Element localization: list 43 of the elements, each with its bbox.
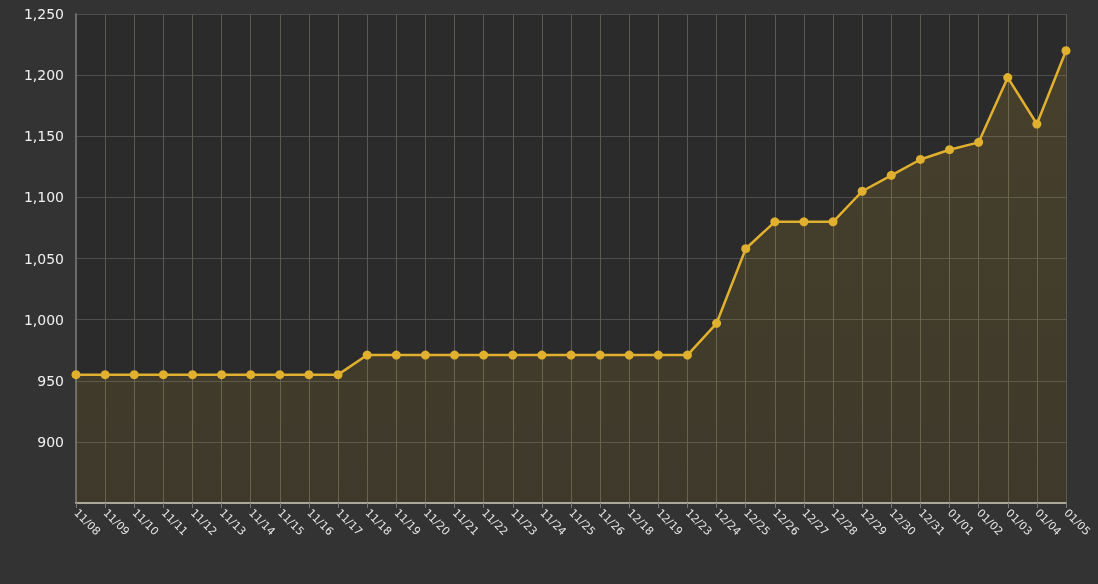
point	[508, 350, 518, 360]
point	[886, 170, 896, 180]
point	[100, 370, 110, 380]
point	[391, 350, 401, 360]
point	[945, 145, 955, 155]
point	[915, 154, 925, 164]
point	[770, 217, 780, 227]
point	[71, 370, 81, 380]
point	[217, 370, 227, 380]
point	[566, 350, 576, 360]
point	[187, 370, 197, 380]
point	[304, 370, 314, 380]
point	[712, 318, 722, 328]
point	[450, 350, 460, 360]
point	[624, 350, 634, 360]
point	[653, 350, 663, 360]
point	[246, 370, 256, 380]
y-tick-label: 1,200	[23, 67, 64, 84]
y-tick-label: 1,250	[23, 6, 64, 22]
point	[333, 370, 343, 380]
point	[799, 217, 809, 227]
point	[857, 186, 867, 196]
point	[974, 137, 984, 147]
point	[682, 350, 692, 360]
point	[828, 217, 838, 227]
y-tick-label: 1,000	[23, 311, 64, 328]
point	[1003, 73, 1013, 83]
y-tick-label: 1,100	[23, 189, 64, 206]
y-tick-label: 950	[37, 372, 64, 389]
y-tick-label: 900	[37, 433, 64, 450]
point	[537, 350, 547, 360]
point	[275, 370, 285, 380]
point	[158, 370, 168, 380]
point	[420, 350, 430, 360]
point	[741, 244, 751, 254]
y-tick-label: 1,150	[23, 128, 64, 145]
point	[129, 370, 139, 380]
point	[1061, 46, 1071, 56]
point	[1032, 119, 1042, 129]
point	[595, 350, 605, 360]
y-tick-label: 1,050	[23, 250, 64, 267]
point	[479, 350, 489, 360]
point	[362, 350, 372, 360]
